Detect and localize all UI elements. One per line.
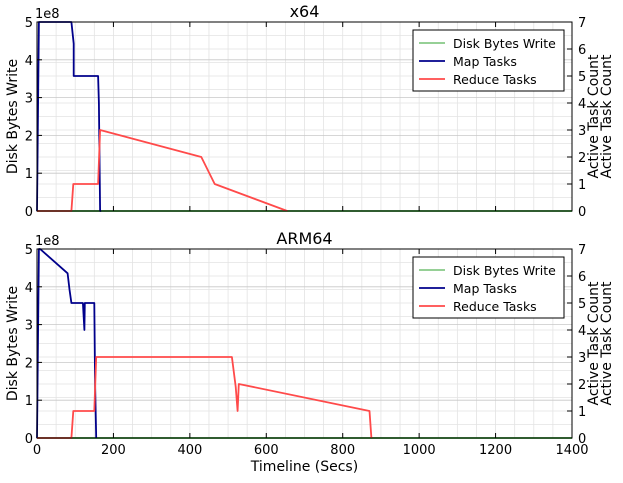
chart-panel-0: 0 1 2 3 4 5 0 1 2 3 4 5 6 7 1e8 x64 Disk Bytes Write Acti… <box>5 2 615 220</box>
legend-label: Reduce Tasks <box>453 299 537 314</box>
x-tick-label: 1000 <box>403 443 436 458</box>
y-tick-label: 2 <box>25 129 33 144</box>
y-tick-label: 5 <box>25 243 33 258</box>
series-line-reduce-tasks <box>37 356 373 439</box>
y-right-axis-label: Active Task Count <box>586 54 602 179</box>
y-tick-label: 4 <box>25 54 33 69</box>
y-offset-text: 1e8 <box>35 234 60 249</box>
y-tick-label: 3 <box>25 92 33 107</box>
y-right-axis-label-duplicate: Active Task Count <box>599 281 615 406</box>
y-right-tick-label: 1 <box>578 178 586 193</box>
y-right-axis-label: Active Task Count <box>586 281 602 406</box>
legend-label: Disk Bytes Write <box>453 36 556 51</box>
chart-title: x64 <box>290 2 320 21</box>
y-right-tick-label: 0 <box>578 432 586 447</box>
y-right-axis-label-duplicate: Active Task Count <box>599 54 615 179</box>
y-right-tick-label: 4 <box>578 97 586 112</box>
y-tick-label: 0 <box>25 205 33 220</box>
legend: Disk Bytes Write Map Tasks Reduce Tasks <box>412 29 565 92</box>
y-right-tick-label: 4 <box>578 324 586 339</box>
plot-frame <box>36 248 573 439</box>
legend-label: Map Tasks <box>453 281 517 296</box>
chart-title: ARM64 <box>276 229 332 248</box>
y-right-tick-label: 2 <box>578 151 586 166</box>
series-line-map-tasks <box>36 248 98 439</box>
x-tick-label: 1200 <box>479 443 512 458</box>
y-axis-label: Disk Bytes Write <box>5 286 21 401</box>
y-tick-label: 0 <box>25 432 33 447</box>
y-right-tick-label: 7 <box>578 243 586 258</box>
x-tick-label: 600 <box>254 443 279 458</box>
y-tick-label: 2 <box>25 356 33 371</box>
y-right-tick-label: 7 <box>578 16 586 31</box>
plot-frame <box>36 21 573 212</box>
y-axis-label: Disk Bytes Write <box>5 59 21 174</box>
y-right-tick-label: 2 <box>578 378 586 393</box>
y-right-tick-label: 3 <box>578 351 586 366</box>
y-tick-label: 1 <box>25 167 33 182</box>
legend-label: Disk Bytes Write <box>453 263 556 278</box>
y-right-tick-label: 5 <box>578 297 586 312</box>
y-tick-label: 4 <box>25 281 33 296</box>
legend: Disk Bytes Write Map Tasks Reduce Tasks <box>412 256 565 319</box>
y-right-tick-label: 0 <box>578 205 586 220</box>
y-offset-text: 1e8 <box>35 7 60 22</box>
x-axis-label: Timeline (Secs) <box>250 459 358 475</box>
y-right-tick-label: 3 <box>578 124 586 139</box>
x-tick-label: 200 <box>101 443 126 458</box>
y-right-tick-label: 6 <box>578 43 586 58</box>
x-tick-label: 0 <box>33 443 41 458</box>
y-tick-label: 3 <box>25 319 33 334</box>
x-tick-label: 400 <box>177 443 202 458</box>
legend-label: Map Tasks <box>453 54 517 69</box>
y-right-tick-label: 6 <box>578 270 586 285</box>
legend-label: Reduce Tasks <box>453 72 537 87</box>
y-right-tick-label: 1 <box>578 405 586 420</box>
chart-panel-1: 0 200 400 600 800 1000 1200 1400012345012345671… <box>5 229 615 475</box>
y-tick-label: 1 <box>25 394 33 409</box>
y-right-tick-label: 5 <box>578 70 586 85</box>
x-tick-label: 800 <box>330 443 355 458</box>
series-line-reduce-tasks <box>37 129 288 212</box>
y-tick-label: 5 <box>25 16 33 31</box>
x-tick-label: 1400 <box>555 443 588 458</box>
